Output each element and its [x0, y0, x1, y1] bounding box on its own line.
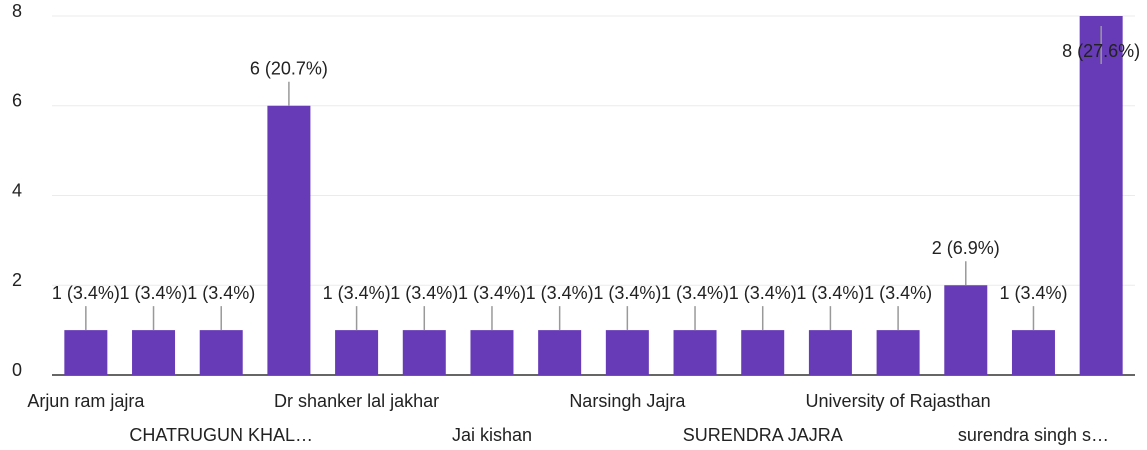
bar — [538, 330, 582, 375]
x-tick-label: Dr shanker lal jakhar — [274, 391, 439, 411]
data-label: 1 (3.4%) — [120, 283, 188, 303]
bar — [335, 330, 379, 375]
data-label: 1 (3.4%) — [52, 283, 120, 303]
x-tick-label: CHATRUGUN KHAL… — [129, 425, 313, 445]
data-label: 1 (3.4%) — [390, 283, 458, 303]
y-tick-label: 8 — [12, 1, 22, 21]
data-label: 1 (3.4%) — [458, 283, 526, 303]
x-tick-label: Arjun ram jajra — [27, 391, 145, 411]
data-label: 1 (3.4%) — [323, 283, 391, 303]
data-label: 1 (3.4%) — [593, 283, 661, 303]
y-tick-label: 2 — [12, 270, 22, 290]
y-tick-label: 4 — [12, 180, 22, 200]
bar — [64, 330, 108, 375]
y-tick-label: 6 — [12, 91, 22, 111]
bar — [1079, 16, 1123, 375]
bar — [1011, 330, 1055, 375]
data-label: 1 (3.4%) — [999, 283, 1067, 303]
bar — [605, 330, 649, 375]
data-label: 1 (3.4%) — [661, 283, 729, 303]
y-tick-label: 0 — [12, 360, 22, 380]
x-tick-label: surendra singh s… — [958, 425, 1109, 445]
x-tick-label: Jai kishan — [452, 425, 532, 445]
bar — [808, 330, 852, 375]
data-label: 1 (3.4%) — [796, 283, 864, 303]
data-label: 1 (3.4%) — [864, 283, 932, 303]
bar — [741, 330, 785, 375]
data-label: 1 (3.4%) — [729, 283, 797, 303]
data-label: 1 (3.4%) — [526, 283, 594, 303]
bar — [470, 330, 514, 375]
x-tick-label: University of Rajasthan — [806, 391, 991, 411]
data-label: 1 (3.4%) — [187, 283, 255, 303]
bar — [876, 330, 920, 375]
x-tick-label: Narsingh Jajra — [569, 391, 686, 411]
bar — [402, 330, 446, 375]
bar — [199, 330, 243, 375]
data-label: 8 (27.6%) — [1062, 41, 1140, 61]
bar — [132, 330, 176, 375]
bar — [944, 285, 988, 375]
bar — [673, 330, 717, 375]
x-tick-label: SURENDRA JAJRA — [683, 425, 843, 445]
data-label: 2 (6.9%) — [932, 238, 1000, 258]
data-label: 6 (20.7%) — [250, 59, 328, 79]
bar — [267, 105, 311, 375]
